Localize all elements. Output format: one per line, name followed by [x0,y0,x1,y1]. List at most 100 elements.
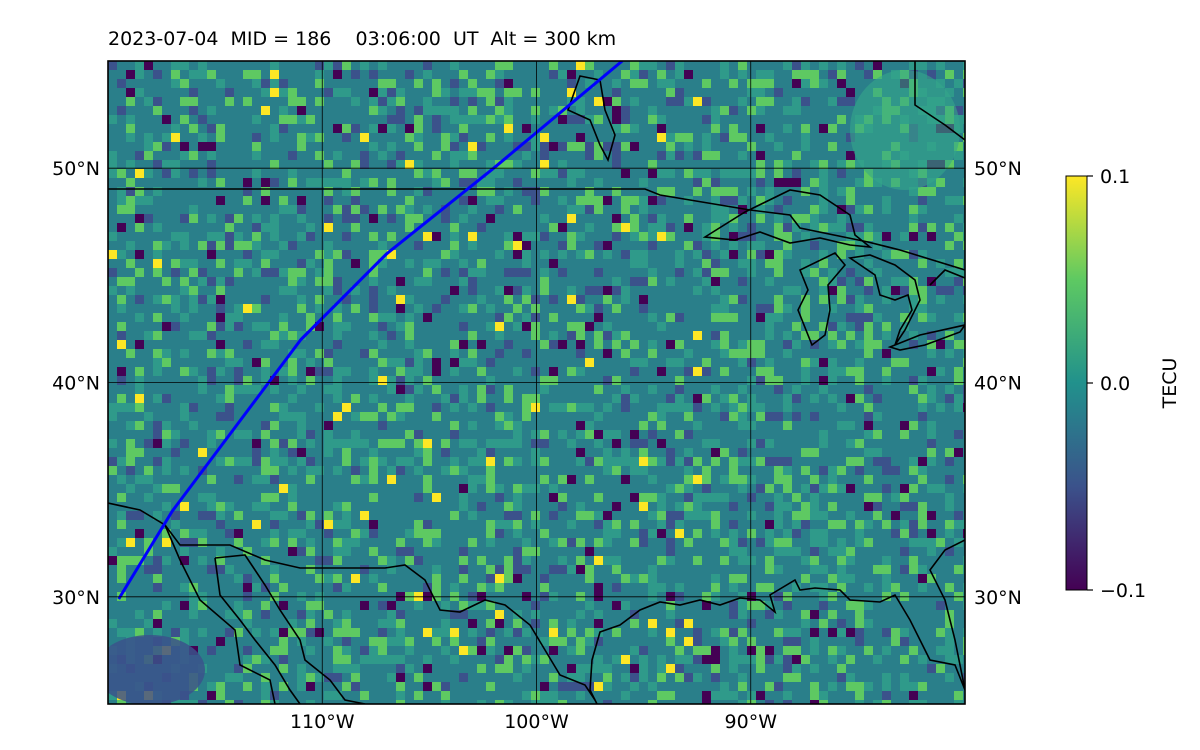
tec-cell [297,268,306,277]
tec-cell [324,367,333,376]
tec-cell [918,394,927,403]
tec-cell [333,340,342,349]
tec-cell [135,214,144,223]
tec-cell [594,637,603,646]
tec-cell [396,304,405,313]
tec-cell [432,583,441,592]
tec-cell [171,484,180,493]
tec-cell [171,628,180,637]
tec-cell [261,268,270,277]
us-mexico-border [108,502,596,701]
tec-cell [666,628,675,637]
tec-cell [504,286,513,295]
tec-cell [333,556,342,565]
tec-cell [549,223,558,232]
tec-cell [495,565,504,574]
tec-cell [270,457,279,466]
tec-cell [306,673,315,682]
tec-cell [666,457,675,466]
tec-cell [486,601,495,610]
tec-cell [594,619,603,628]
tec-cell [513,304,522,313]
tec-cell [459,178,468,187]
tec-cell [729,466,738,475]
tec-cell [279,124,288,133]
tec-cell [108,547,117,556]
tec-cell [540,529,549,538]
tec-cell [747,601,756,610]
tec-cell [738,169,747,178]
tec-cell [306,628,315,637]
tec-cell [180,61,189,70]
tec-cell [585,151,594,160]
tec-cell [216,682,225,691]
tec-cell [180,547,189,556]
tec-cell [495,439,504,448]
tec-cell [639,61,648,70]
tec-cell [873,412,882,421]
tec-cell [657,151,666,160]
tec-cell [810,394,819,403]
tec-cell [198,601,207,610]
tec-cell [891,358,900,367]
tec-cell [549,259,558,268]
tec-cell [315,97,324,106]
tec-cell [666,97,675,106]
tec-cell [603,241,612,250]
tec-cell [594,313,603,322]
tec-cell [108,412,117,421]
tec-cell [837,583,846,592]
tec-cell [252,385,261,394]
tec-cell [621,115,630,124]
tec-cell [810,205,819,214]
tec-cell [288,367,297,376]
tec-cell [171,268,180,277]
tec-cell [837,664,846,673]
tec-cell [180,700,189,704]
tec-cell [855,457,864,466]
tec-cell [864,430,873,439]
latitude-tick-labels-left: 50°N40°N30°N [52,158,100,609]
tec-cell [423,313,432,322]
tec-cell [198,529,207,538]
tec-cell [864,340,873,349]
tec-cell [270,214,279,223]
tec-cell [963,286,965,295]
tec-cell [666,232,675,241]
tec-cell [342,169,351,178]
tec-cell [207,475,216,484]
tec-cell [216,241,225,250]
tec-cell [630,358,639,367]
tec-cell [774,547,783,556]
tec-cell [801,448,810,457]
tec-cell [162,241,171,250]
tec-cell [927,664,936,673]
tec-cell [963,115,965,124]
tec-cell [630,673,639,682]
tec-cell [576,196,585,205]
tec-cell [837,547,846,556]
tec-cell [882,673,891,682]
tec-cell [729,133,738,142]
tec-cell [135,511,144,520]
tec-cell [747,376,756,385]
tec-cell [396,628,405,637]
tec-cell [333,61,342,70]
tec-cell [576,457,585,466]
tec-cell [387,358,396,367]
tec-cell [531,115,540,124]
tec-cell [513,232,522,241]
tec-cell [864,178,873,187]
tec-cell [558,241,567,250]
tec-cell [666,88,675,97]
tec-cell [837,565,846,574]
tec-cell [711,313,720,322]
tec-cell [450,349,459,358]
tec-cell [342,403,351,412]
tec-cell [585,475,594,484]
tec-cell [405,556,414,565]
tec-cell [846,160,855,169]
tec-cell [657,115,666,124]
tec-cell [540,682,549,691]
tec-cell [648,268,657,277]
